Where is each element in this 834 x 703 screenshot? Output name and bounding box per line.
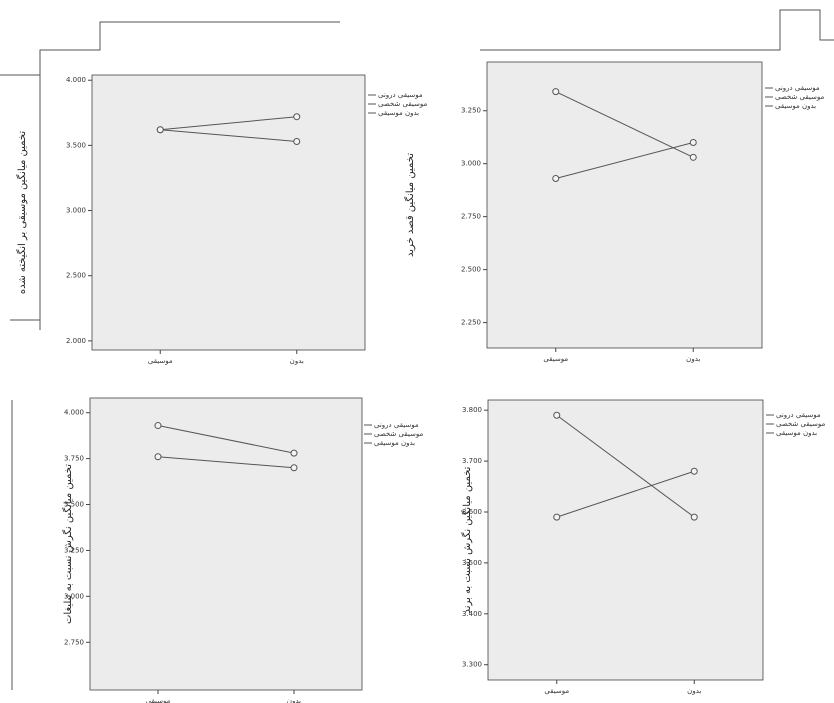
y-tick-label: 3.000: [66, 207, 86, 215]
data-point: [294, 114, 300, 120]
y-tick-label: 4.000: [64, 409, 84, 417]
y-tick-label: 2.750: [461, 213, 481, 221]
y-tick-label: 3.250: [461, 107, 481, 115]
legend-label: بدون موسیقی: [775, 102, 816, 110]
y-tick-label: 3.300: [462, 661, 482, 669]
y-tick-label: 2.500: [66, 272, 86, 280]
y-tick-label: 2.000: [66, 337, 86, 345]
x-tick-label: موسیقی: [544, 687, 569, 695]
data-point: [291, 450, 297, 456]
y-tick-label: 2.250: [461, 319, 481, 327]
data-point: [690, 140, 696, 146]
x-tick-label: بدون: [290, 357, 304, 365]
page: 2.000 2.500 3.000 3.500 4.000 موسیقی بدون تخمین…: [0, 0, 834, 703]
x-tick-label: بدون: [687, 687, 701, 695]
legend-label: موسیقی درونی: [378, 91, 423, 99]
plot-area: [90, 398, 362, 690]
plot-area: [487, 62, 762, 348]
y-tick-label: 3.700: [462, 457, 482, 465]
data-point: [554, 514, 560, 520]
legend-label: موسیقی شخصی: [374, 430, 423, 438]
y-axis-label: تخمین میانگین نگرش نسبت به تبلیغات: [62, 464, 74, 624]
data-point: [294, 138, 300, 144]
plot-area: [488, 400, 763, 680]
legend-label: موسیقی شخصی: [776, 420, 825, 428]
x-tick-label: موسیقی: [543, 355, 568, 363]
data-point: [690, 154, 696, 160]
x-tick-label: بدون: [686, 355, 700, 363]
data-point: [155, 423, 161, 429]
legend-label: موسیقی درونی: [775, 84, 820, 92]
y-tick-label: 4.000: [66, 76, 86, 84]
data-point: [553, 176, 559, 182]
legend-label: بدون موسیقی: [378, 109, 419, 117]
data-point: [553, 89, 559, 95]
x-tick-label: موسیقی: [148, 357, 173, 365]
data-point: [554, 412, 560, 418]
legend-label: موسیقی شخصی: [775, 93, 824, 101]
y-axis-label: تخمین میانگین موسیقی بر انگیخته شده: [16, 131, 28, 295]
y-tick-label: 3.500: [66, 141, 86, 149]
y-axis-label: تخمین میانگین نگرش نسبت به برند: [461, 466, 473, 613]
data-point: [691, 468, 697, 474]
data-point: [157, 127, 163, 133]
y-axis-label: تخمین میانگین قصد خرید: [404, 153, 416, 257]
y-tick-label: 3.750: [64, 455, 84, 463]
legend-label: موسیقی شخصی: [378, 100, 427, 108]
y-tick-label: 3.000: [461, 160, 481, 168]
y-tick-label: 3.800: [462, 406, 482, 414]
legend-label: بدون موسیقی: [776, 429, 817, 437]
y-tick-label: 2.500: [461, 266, 481, 274]
legend-label: موسیقی درونی: [776, 411, 821, 419]
legend-label: موسیقی درونی: [374, 421, 419, 429]
y-tick-label: 2.750: [64, 638, 84, 646]
x-tick-label: موسیقی: [146, 697, 171, 703]
data-point: [691, 514, 697, 520]
legend-label: بدون موسیقی: [374, 439, 415, 447]
x-tick-label: بدون: [287, 697, 301, 703]
data-point: [155, 454, 161, 460]
data-point: [291, 465, 297, 471]
plot-area: [92, 75, 365, 350]
